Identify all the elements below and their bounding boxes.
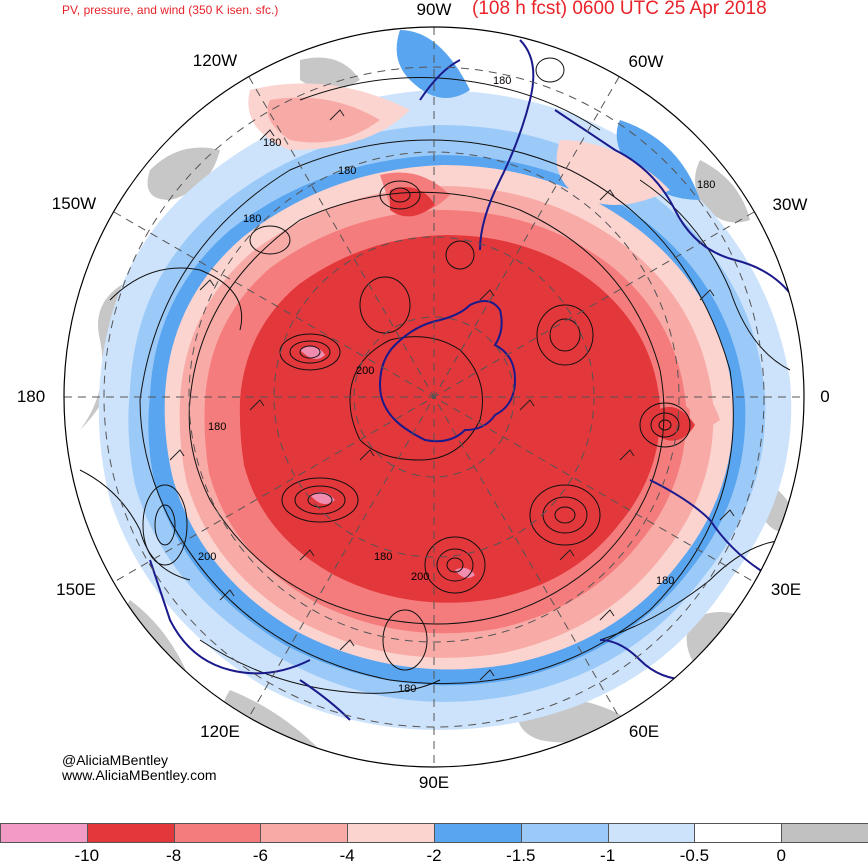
contour-label: 180 — [697, 179, 715, 191]
graticule — [64, 27, 804, 767]
colorbar-label: -0.5 — [679, 846, 710, 865]
lon-label-60e: 60E — [628, 722, 660, 741]
contour-label: 200 — [411, 571, 429, 583]
colorbar-segment — [781, 823, 868, 843]
lon-label-30e: 30E — [770, 580, 802, 599]
contour-label: 180 — [208, 421, 226, 433]
colorbar-segment — [520, 823, 609, 843]
contour-label: 180 — [656, 575, 674, 587]
colorbar-segment — [347, 823, 435, 843]
colorbar-label: -2 — [426, 846, 442, 865]
contour-label: 180 — [243, 213, 261, 225]
colorbar-label: -1 — [600, 846, 616, 865]
map-subtitle: PV, pressure, and wind (350 K isen. sfc.… — [62, 3, 279, 17]
contour-label: 200 — [198, 551, 216, 563]
contour-label: 180 — [398, 683, 416, 695]
contour-label: 200 — [356, 365, 374, 377]
contour-label: 180 — [374, 551, 392, 563]
colorbar-label: -4 — [339, 846, 355, 865]
colorbar-label: -1.5 — [506, 846, 536, 865]
lon-label-0: 0 — [820, 387, 830, 406]
colorbar-segment — [607, 823, 696, 843]
lon-label-60w: 60W — [628, 52, 664, 71]
colorbar-segment — [260, 823, 349, 843]
colorbar-label: -8 — [166, 846, 182, 865]
colorbar-label: -6 — [252, 846, 268, 865]
lon-label-30w: 30W — [772, 195, 808, 214]
colorbar-segment — [434, 823, 522, 843]
lon-label-120w: 120W — [192, 51, 238, 70]
colorbar-label: 0 — [776, 846, 786, 865]
colorbar-segment — [694, 823, 783, 843]
contour-label: 180 — [263, 137, 281, 149]
credit-website: www.AliciaMBentley.com — [62, 767, 217, 783]
colorbar-segment — [173, 823, 262, 843]
lon-label-90w: 90W — [416, 0, 452, 19]
lon-label-90e: 90E — [418, 773, 450, 792]
contour-label: 180 — [493, 75, 511, 87]
credit-handle: @AliciaMBentley — [62, 752, 169, 768]
lon-label-180: 180 — [16, 387, 46, 406]
lon-label-150e: 150E — [56, 580, 96, 599]
contour-labels: 180 180 180 180 180 180 180 200 200 200 … — [198, 75, 715, 695]
colorbar-segment — [0, 823, 88, 843]
map-title: (108 h fcst) 0600 UTC 25 Apr 2018 — [472, 0, 767, 19]
lon-label-120e: 120E — [200, 722, 240, 741]
contour-label: 180 — [338, 165, 356, 177]
lon-label-150w: 150W — [51, 194, 97, 213]
colorbar-label: -10 — [74, 846, 100, 865]
map-boundary — [63, 26, 805, 768]
colorbar-segment — [86, 823, 175, 843]
